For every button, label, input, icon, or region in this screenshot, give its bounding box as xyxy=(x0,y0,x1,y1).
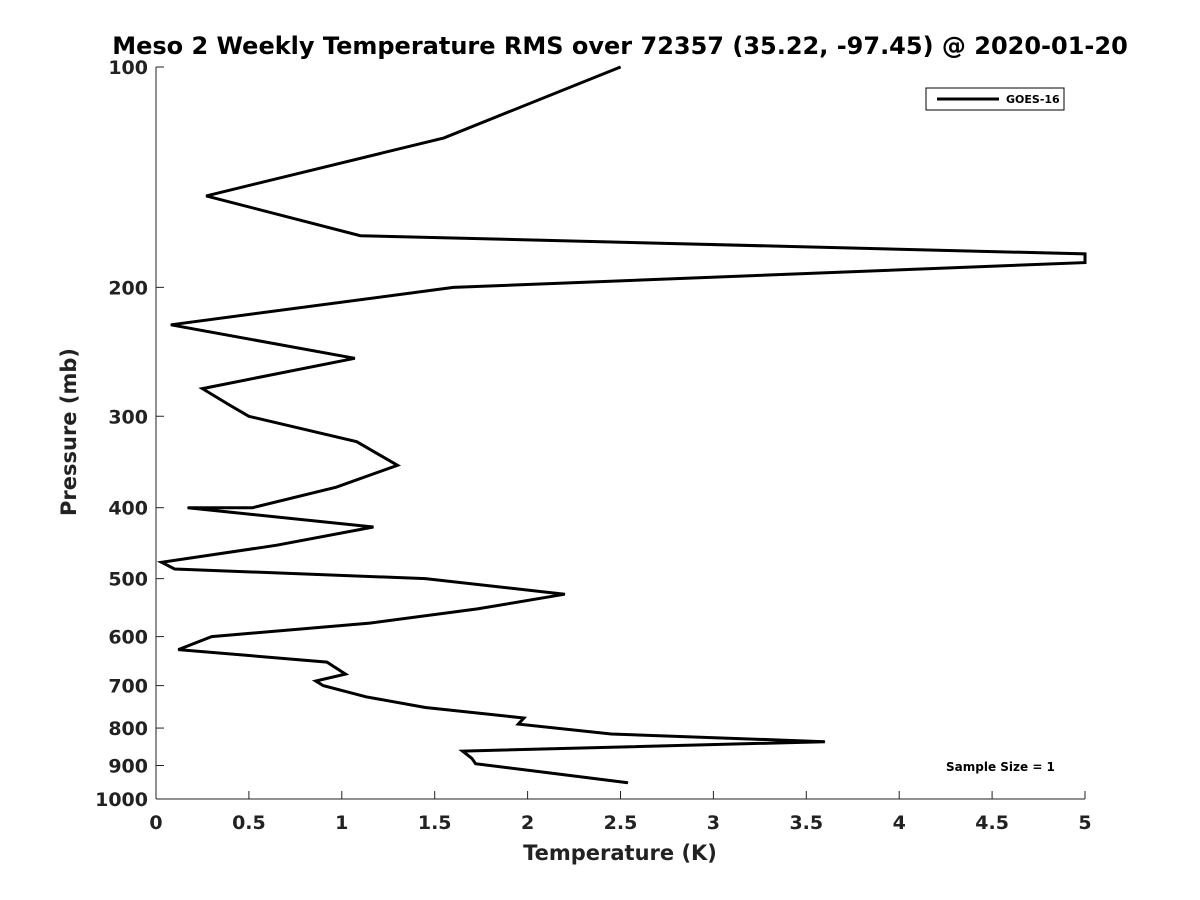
data-point xyxy=(248,415,250,417)
data-point xyxy=(517,723,519,725)
y-tick-label: 500 xyxy=(108,569,148,591)
data-point xyxy=(620,66,621,68)
data-point xyxy=(276,544,278,546)
data-point xyxy=(201,388,203,390)
data-point xyxy=(1084,253,1086,255)
data-point xyxy=(211,636,213,638)
data-point xyxy=(475,763,477,765)
x-tick-label: 0 xyxy=(149,812,162,834)
chart-title: Meso 2 Weekly Temperature RMS over 72357… xyxy=(112,32,1128,60)
data-point xyxy=(523,717,525,719)
y-tick-label: 800 xyxy=(108,718,148,740)
legend-label-goes-16: GOES-16 xyxy=(1006,93,1060,106)
x-tick-label: 0.5 xyxy=(232,812,266,834)
data-point xyxy=(471,757,473,759)
data-point xyxy=(335,486,337,488)
x-tick-label: 1 xyxy=(335,812,348,834)
data-point xyxy=(326,661,328,663)
data-point xyxy=(252,507,254,509)
data-point xyxy=(170,324,172,326)
data-point xyxy=(322,685,324,687)
data-point xyxy=(345,673,346,675)
data-point xyxy=(161,561,163,563)
x-tick-label: 3 xyxy=(707,812,720,834)
x-tick-label: 1.5 xyxy=(418,812,452,834)
x-axis-label: Temperature (K) xyxy=(523,841,717,865)
series-line-goes-16 xyxy=(156,65,1087,785)
data-point xyxy=(177,649,179,651)
legend: GOES-16 xyxy=(925,87,1065,111)
y-tick-label: 1000 xyxy=(95,789,148,811)
x-tick-label: 3.5 xyxy=(789,812,823,834)
data-point xyxy=(545,772,547,773)
data-point xyxy=(229,405,231,406)
x-tick-label: 2 xyxy=(521,812,534,834)
x-tick-label: 2.5 xyxy=(604,812,638,834)
data-point xyxy=(365,696,367,698)
data-point xyxy=(354,357,356,359)
data-point xyxy=(452,286,454,288)
data-point xyxy=(443,137,445,139)
x-axis-ticks: 0 0.5 1 1.5 2 2.5 3 3.5 4 4.5 5 xyxy=(149,791,1092,834)
data-point xyxy=(824,741,826,743)
data-point xyxy=(627,782,629,784)
y-axis-label: Pressure (mb) xyxy=(57,348,81,516)
x-tick-label: 4.5 xyxy=(975,812,1009,834)
y-tick-label: 700 xyxy=(108,676,148,698)
data-point xyxy=(424,578,426,580)
data-point xyxy=(205,195,207,197)
y-axis-ticks: 100 200 300 400 500 600 700 800 900 1000 xyxy=(95,57,164,811)
sample-size-annotation: Sample Size = 1 xyxy=(946,760,1055,774)
data-point xyxy=(187,507,189,509)
axes xyxy=(155,67,1085,800)
y-tick-label: 400 xyxy=(108,498,148,520)
data-point xyxy=(424,707,426,708)
x-tick-label: 5 xyxy=(1078,812,1091,834)
data-point xyxy=(1084,262,1086,264)
x-tick-label: 4 xyxy=(893,812,906,834)
data-point xyxy=(610,733,612,735)
data-point xyxy=(369,622,371,624)
data-point xyxy=(174,568,176,570)
data-point xyxy=(564,593,566,595)
y-tick-label: 100 xyxy=(108,57,148,79)
data-point xyxy=(315,680,317,682)
data-point xyxy=(372,526,374,528)
y-tick-label: 900 xyxy=(108,756,148,778)
data-point xyxy=(462,750,464,752)
y-tick-label: 200 xyxy=(108,277,148,299)
series-layer xyxy=(156,65,1087,785)
data-point xyxy=(476,608,478,610)
y-tick-label: 300 xyxy=(108,406,148,428)
y-tick-label: 600 xyxy=(108,627,148,649)
data-point xyxy=(397,464,398,466)
data-point xyxy=(356,441,358,443)
data-point xyxy=(359,235,361,237)
